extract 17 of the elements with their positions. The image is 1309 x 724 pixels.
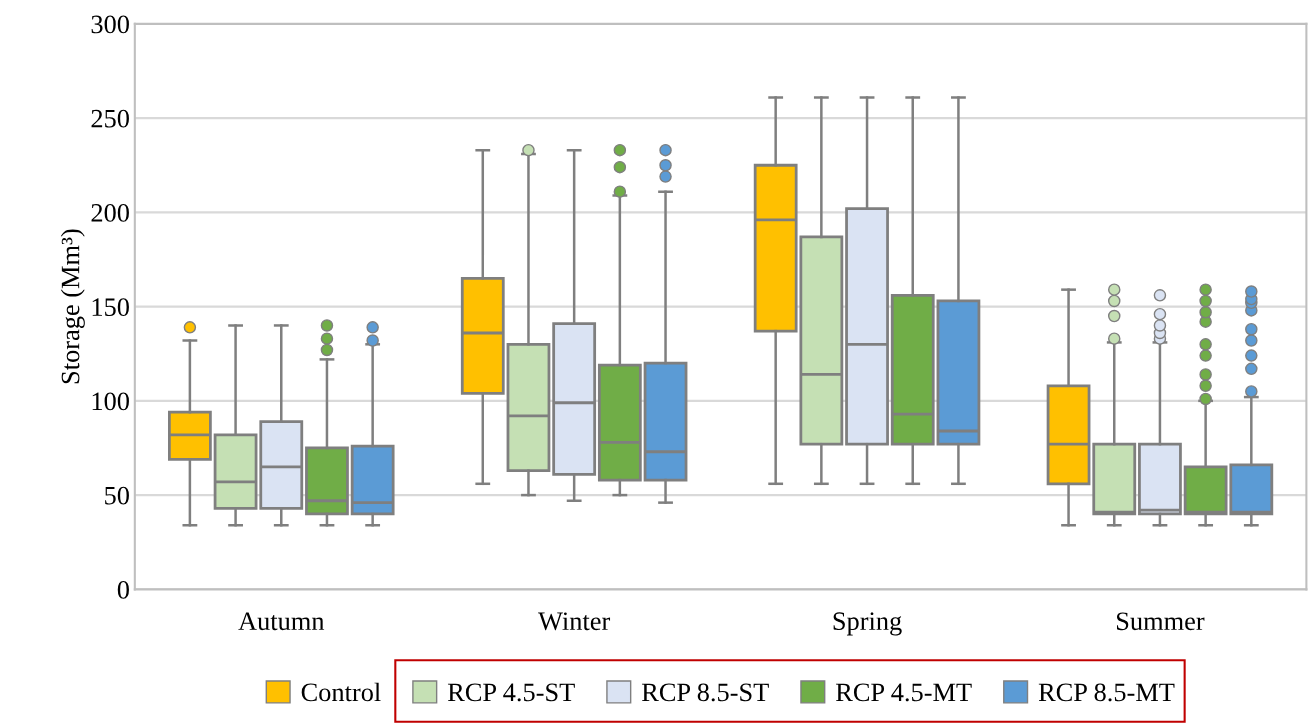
y-tick-label: 50	[105, 486, 129, 505]
y-tick-label: 250	[91, 109, 129, 128]
y-axis-title: Storage (Mm³)	[60, 229, 85, 384]
legend-label: RCP 4.5-MT	[836, 683, 972, 702]
legend-label: RCP 4.5-ST	[447, 683, 575, 702]
x-tick-label: Spring	[833, 612, 902, 636]
legend-label: RCP 8.5-MT	[1038, 683, 1175, 702]
y-tick-label: 100	[92, 392, 129, 411]
y-tick-label: 150	[92, 298, 129, 317]
legend-label: RCP 8.5-ST	[641, 683, 769, 702]
legend-label: Control	[301, 682, 381, 702]
x-tick-label: Autumn	[238, 612, 325, 631]
y-tick-label: 0	[117, 580, 129, 599]
x-tick-label: Winter	[538, 612, 611, 631]
x-tick-label: Summer	[1116, 612, 1205, 631]
y-tick-label: 300	[91, 15, 129, 34]
y-tick-label: 200	[91, 203, 129, 222]
